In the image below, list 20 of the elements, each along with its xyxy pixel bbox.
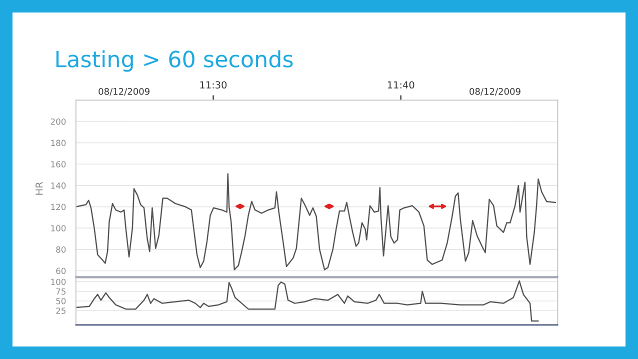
y-axis-title: HR <box>36 182 43 195</box>
y-tick-label: 80 <box>56 246 66 253</box>
y-tick-label: 25 <box>56 308 66 314</box>
text: 08/12/2009 <box>98 88 150 96</box>
y-tick-label: 140 <box>51 182 66 189</box>
y-tick-label: 60 <box>56 268 66 274</box>
y-tick-label: 50 <box>56 298 66 304</box>
line-series <box>76 173 556 270</box>
y-tick-label: 100 <box>51 225 66 232</box>
x-tick-label: 11:40 <box>388 81 414 89</box>
line-series <box>76 280 539 322</box>
y-tick-label: 120 <box>51 204 66 210</box>
y-tick-label: 200 <box>50 118 66 125</box>
y-tick-label: 180 <box>51 140 66 146</box>
y-tick-label: 75 <box>56 288 66 295</box>
x-tick-label: 11:30 <box>200 81 227 89</box>
chart-title: Lasting > 60 seconds <box>56 50 293 72</box>
text: 08/12/2009 <box>470 88 520 96</box>
y-tick-label: 160 <box>51 161 66 168</box>
y-tick-label: 100 <box>51 278 66 286</box>
